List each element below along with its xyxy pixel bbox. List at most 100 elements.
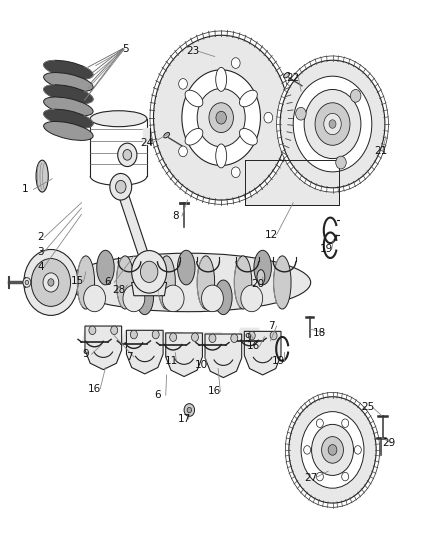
Ellipse shape xyxy=(44,109,93,128)
Ellipse shape xyxy=(23,278,31,287)
Text: 6: 6 xyxy=(155,390,161,400)
Text: 16: 16 xyxy=(247,341,261,351)
Polygon shape xyxy=(199,332,226,345)
Circle shape xyxy=(293,76,372,172)
Circle shape xyxy=(141,261,158,282)
Circle shape xyxy=(31,259,71,306)
Circle shape xyxy=(216,111,226,124)
FancyBboxPatch shape xyxy=(245,160,339,205)
Ellipse shape xyxy=(136,280,153,314)
Circle shape xyxy=(132,251,166,293)
Ellipse shape xyxy=(240,90,258,107)
Circle shape xyxy=(184,403,194,416)
Ellipse shape xyxy=(254,251,272,285)
Text: 15: 15 xyxy=(71,277,84,286)
Circle shape xyxy=(324,114,341,135)
Text: 7: 7 xyxy=(268,321,275,331)
Text: 20: 20 xyxy=(252,279,265,288)
Ellipse shape xyxy=(44,122,93,140)
Ellipse shape xyxy=(234,256,252,309)
Ellipse shape xyxy=(216,144,226,168)
Circle shape xyxy=(191,333,198,342)
Circle shape xyxy=(277,56,389,192)
Circle shape xyxy=(328,445,337,455)
Text: 27: 27 xyxy=(304,473,317,482)
Circle shape xyxy=(89,326,96,335)
Polygon shape xyxy=(121,330,147,344)
Ellipse shape xyxy=(215,280,232,314)
Text: 1: 1 xyxy=(21,184,28,195)
Circle shape xyxy=(231,334,238,343)
Text: 19: 19 xyxy=(271,356,285,366)
Circle shape xyxy=(231,167,240,177)
Text: 9: 9 xyxy=(82,349,89,359)
Circle shape xyxy=(342,472,349,481)
Ellipse shape xyxy=(162,285,184,312)
Circle shape xyxy=(301,411,364,488)
Polygon shape xyxy=(237,328,263,341)
Circle shape xyxy=(316,472,323,481)
Circle shape xyxy=(116,180,126,193)
Circle shape xyxy=(286,392,380,507)
Text: 2: 2 xyxy=(38,232,44,243)
Circle shape xyxy=(315,103,350,146)
Circle shape xyxy=(321,437,343,463)
Text: 25: 25 xyxy=(361,402,374,413)
Polygon shape xyxy=(244,332,281,375)
Polygon shape xyxy=(81,329,108,342)
Circle shape xyxy=(197,88,245,147)
Ellipse shape xyxy=(44,97,93,116)
Circle shape xyxy=(350,90,361,102)
Polygon shape xyxy=(127,330,163,374)
Text: 23: 23 xyxy=(186,46,199,56)
Text: 16: 16 xyxy=(208,386,221,397)
Ellipse shape xyxy=(66,253,311,312)
Ellipse shape xyxy=(257,270,265,285)
Circle shape xyxy=(179,146,187,157)
Circle shape xyxy=(152,330,159,339)
Text: 7: 7 xyxy=(126,352,133,362)
Text: 22: 22 xyxy=(286,73,300,83)
Ellipse shape xyxy=(241,285,263,312)
Circle shape xyxy=(304,446,311,454)
Text: 3: 3 xyxy=(38,247,44,256)
Circle shape xyxy=(209,103,233,133)
Circle shape xyxy=(354,446,361,454)
Ellipse shape xyxy=(201,285,223,312)
Circle shape xyxy=(311,424,353,475)
Ellipse shape xyxy=(284,72,290,78)
Circle shape xyxy=(280,60,385,188)
Circle shape xyxy=(118,143,137,166)
Ellipse shape xyxy=(164,133,170,138)
Circle shape xyxy=(110,173,132,200)
Circle shape xyxy=(123,150,132,160)
Circle shape xyxy=(316,419,323,427)
Ellipse shape xyxy=(44,60,93,79)
Ellipse shape xyxy=(216,67,226,91)
Ellipse shape xyxy=(158,256,175,309)
Ellipse shape xyxy=(185,90,203,107)
Ellipse shape xyxy=(25,280,28,285)
Text: 5: 5 xyxy=(122,44,128,53)
Circle shape xyxy=(270,332,277,340)
Circle shape xyxy=(153,35,289,200)
Circle shape xyxy=(304,90,361,159)
Circle shape xyxy=(248,332,255,340)
Polygon shape xyxy=(205,334,242,377)
Ellipse shape xyxy=(185,128,203,145)
Text: 29: 29 xyxy=(383,438,396,448)
Circle shape xyxy=(170,333,177,342)
Circle shape xyxy=(131,330,138,339)
Ellipse shape xyxy=(84,285,106,312)
Circle shape xyxy=(111,326,118,335)
Text: 8: 8 xyxy=(172,211,179,221)
Text: 21: 21 xyxy=(374,146,387,156)
Ellipse shape xyxy=(197,256,215,309)
Ellipse shape xyxy=(123,285,145,312)
Text: 4: 4 xyxy=(38,262,44,271)
Ellipse shape xyxy=(44,72,93,92)
Ellipse shape xyxy=(117,256,134,309)
Ellipse shape xyxy=(240,128,258,145)
Text: 9: 9 xyxy=(244,333,251,343)
Ellipse shape xyxy=(90,111,147,127)
